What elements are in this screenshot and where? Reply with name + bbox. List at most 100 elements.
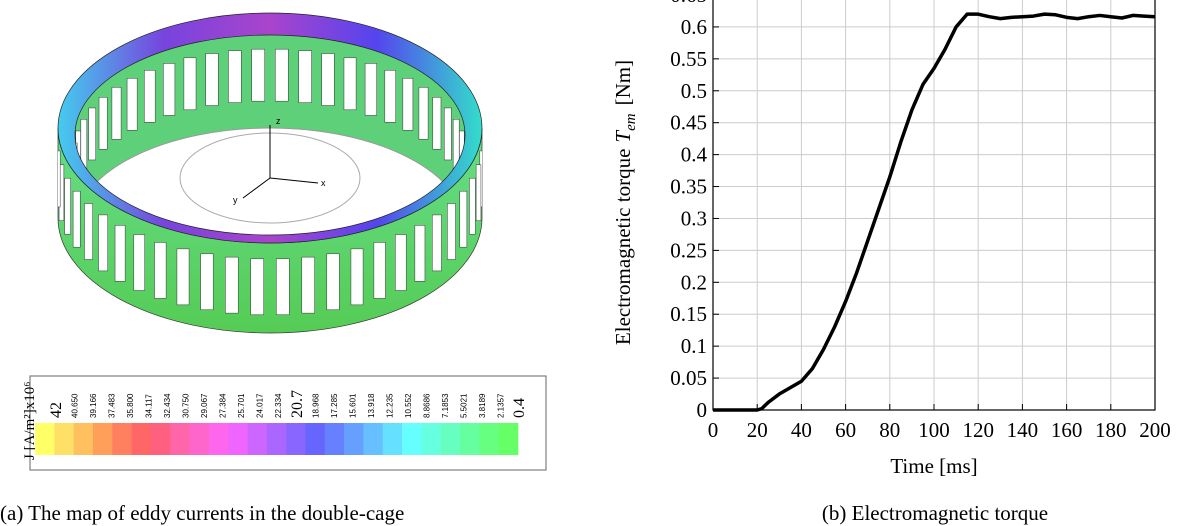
legend-label: 8.8686 [422, 393, 431, 418]
legend-title: J [A/m²]x10⁶ [22, 382, 38, 460]
legend-swatch [460, 423, 480, 455]
legend-swatch [440, 423, 461, 455]
legend-label: 13.918 [367, 393, 376, 418]
slot [475, 164, 482, 221]
legend-swatch [363, 423, 384, 455]
legend-swatch [112, 423, 132, 455]
x-tick-label: 100 [918, 418, 950, 442]
slot [350, 248, 364, 306]
legend-swatch [344, 423, 364, 455]
y-tick-label: 0.05 [670, 366, 707, 390]
slot [114, 225, 126, 282]
slot [384, 70, 396, 123]
legend-swatch [73, 423, 94, 455]
y-tick-label: 0.6 [681, 15, 707, 39]
legend-swatch [479, 423, 499, 455]
slot [200, 253, 214, 311]
y-tick-label: 0.15 [670, 302, 707, 326]
legend-label: 27.384 [219, 393, 228, 418]
legend-label: 0.4 [511, 398, 528, 418]
y-label-unit: [Nm] [611, 60, 635, 106]
slot [298, 50, 312, 103]
legend-label: 32.434 [163, 393, 172, 418]
legend-label: 39.166 [89, 393, 98, 418]
slot [459, 190, 468, 248]
x-tick-label: 20 [747, 418, 768, 442]
slot [72, 190, 81, 248]
slot [402, 78, 414, 131]
slot [144, 70, 156, 123]
slot [98, 97, 108, 150]
slot [133, 234, 145, 291]
y-axis-label: Electromagnetic torque Tem [Nm] [611, 60, 639, 345]
x-tick-label: 120 [962, 418, 994, 442]
slot [64, 177, 71, 235]
slot [276, 258, 290, 316]
slot [447, 203, 456, 260]
legend-label: 37.483 [108, 393, 117, 418]
y-tick-label: 0.5 [681, 79, 707, 103]
legend-label: 22.334 [274, 393, 283, 418]
slot [321, 53, 335, 106]
slot [111, 87, 122, 140]
y-tick-label: 0.45 [670, 111, 707, 135]
axis-x [269, 177, 319, 184]
legend-swatch [247, 423, 268, 455]
slot [84, 203, 93, 260]
legend-swatch [286, 423, 306, 455]
x-tick-label: 200 [1139, 418, 1171, 442]
slot [205, 53, 219, 106]
slot [301, 256, 315, 314]
legend-swatch [324, 423, 345, 455]
slot [163, 63, 176, 116]
legend-swatch [402, 423, 422, 455]
y-label-symbol: T [611, 130, 635, 143]
x-axis-label: Time [ms] [890, 454, 977, 478]
axis-label: z [276, 116, 281, 126]
slot [225, 256, 239, 314]
slot [469, 177, 476, 235]
legend-label: 30.750 [182, 393, 191, 418]
slot [373, 242, 386, 299]
slot [343, 57, 357, 111]
legend-swatch [305, 423, 326, 455]
legend-label: 35.800 [126, 393, 135, 418]
legend-swatch [54, 423, 74, 455]
y-tick-label: 0.35 [670, 175, 707, 199]
legend-swatch [228, 423, 248, 455]
legend-swatch [498, 423, 519, 455]
x-tick-label: 180 [1095, 418, 1127, 442]
legend-label: 18.968 [311, 393, 320, 418]
y-tick-label: 0.2 [681, 270, 707, 294]
legend-label: 25.701 [237, 393, 246, 418]
slot [326, 253, 340, 311]
x-tick-label: 40 [791, 418, 812, 442]
x-tick-label: 80 [879, 418, 900, 442]
x-tick-label: 140 [1007, 418, 1039, 442]
y-tick-label: 0.25 [670, 238, 707, 262]
slot [364, 63, 377, 116]
caption: (a) The map of eddy currents in the doub… [0, 501, 404, 525]
x-tick-label: 60 [835, 418, 856, 442]
legend-swatch [421, 423, 442, 455]
legend-swatch [208, 423, 229, 455]
legend-label: 34.117 [145, 394, 154, 418]
slot [183, 57, 197, 111]
torque-chart: 0 0.05 0.1 0.15 0.2 0.25 0.3 0.35 0.4 0.45 0.5 0.55… [611, 0, 1171, 478]
caption: (b) Electromagnetic torque [822, 501, 1048, 525]
slot [250, 258, 264, 316]
legend-label: 17.285 [330, 393, 339, 418]
legend-label: 40.650 [71, 393, 80, 418]
y-label-text: Electromagnetic torque [611, 149, 635, 346]
y-tick-label: 0 [697, 398, 708, 422]
y-label-subscript: em [623, 113, 639, 131]
legend-label: 12.235 [385, 393, 394, 418]
y-tick-label: 0.65 [670, 0, 707, 7]
slot [275, 48, 289, 102]
slot [418, 87, 429, 140]
slot [176, 248, 190, 306]
legend-swatch [189, 423, 210, 455]
legend-swatch [170, 423, 190, 455]
legend-label: 5.5021 [459, 393, 468, 418]
